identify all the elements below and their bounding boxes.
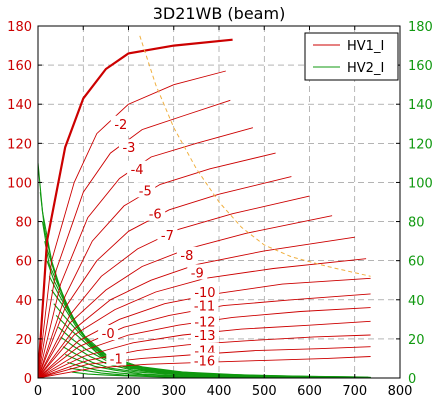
x-tick-label: 800	[388, 384, 413, 399]
y-tick-label-left: 160	[7, 59, 32, 74]
hv1-curve	[38, 258, 367, 378]
curve-label: -7	[161, 229, 174, 244]
x-tick-label: 700	[342, 384, 367, 399]
legend-box	[304, 32, 399, 81]
curve-label: -3	[122, 141, 135, 156]
curve-label: -9	[191, 266, 204, 281]
curve-label: -10	[194, 286, 215, 301]
y-tick-label-left: 80	[15, 216, 32, 231]
y-tick-label-right: 100	[408, 176, 433, 191]
hv1-curve	[38, 215, 333, 378]
hv1-curve	[38, 70, 226, 378]
curve-label-bg	[118, 139, 139, 155]
hv1-curve	[38, 320, 371, 378]
hv1-curve	[38, 195, 310, 378]
x-tick-label: 400	[207, 384, 232, 399]
y-tick-label-left: 140	[7, 98, 32, 113]
y-tick-label-left: 180	[7, 20, 32, 35]
curve-label-bg	[190, 352, 219, 368]
y-tick-label-right: 60	[408, 255, 425, 270]
curve-label-bg	[145, 205, 166, 221]
curve-label: -12	[194, 315, 215, 330]
load-line	[139, 35, 371, 277]
curve-label: -8	[180, 249, 193, 264]
y-tick-label-left: 60	[15, 255, 32, 270]
x-tick-label: 0	[34, 384, 42, 399]
curve-label-bg	[110, 115, 131, 131]
curve-label-bg	[190, 283, 219, 299]
y-tick-label-right: 0	[408, 372, 416, 387]
x-tick-label: 300	[161, 384, 186, 399]
curve-label-bg	[157, 227, 178, 243]
y-tick-label-right: 40	[408, 294, 425, 309]
hv1-curve	[38, 127, 254, 378]
load-line-path	[139, 35, 371, 277]
y-tick-label-right: 140	[408, 98, 433, 113]
curve-label-bg	[176, 246, 197, 262]
hv1-curve	[38, 38, 233, 378]
curve-label-bg	[106, 350, 127, 366]
hv1-curve	[38, 277, 371, 378]
curve-label: -4	[131, 163, 144, 178]
x-tick-label: 500	[252, 384, 277, 399]
curve-label-bg	[190, 326, 219, 342]
hv1-curve	[38, 334, 371, 378]
x-tick-label: 600	[297, 384, 322, 399]
y-tick-label-right: 160	[408, 59, 433, 74]
hv1-curves	[38, 38, 371, 378]
curve-labels: -0-1-2-3-4-5-6-7-8-9-10-11-12-13-14-16	[98, 115, 219, 369]
curve-label-bg	[190, 313, 219, 329]
y-tick-label-right: 180	[408, 20, 433, 35]
legend-hv1-label: HV1_I	[347, 39, 384, 54]
y-tick-label-right: 120	[408, 137, 433, 152]
curve-label-bg	[98, 325, 119, 341]
curve-label: -2	[114, 118, 127, 133]
y-tick-label-right: 20	[408, 333, 425, 348]
legend: HV1_I HV2_I	[304, 32, 399, 81]
chart-title: 3D21WB (beam)	[153, 4, 286, 23]
curve-label: -5	[139, 184, 152, 199]
hv1-curve	[38, 293, 371, 378]
legend-hv2-label: HV2_I	[347, 61, 384, 76]
curve-label: -0	[102, 327, 115, 342]
y-tick-label-left: 40	[15, 294, 32, 309]
curve-label-bg	[190, 297, 219, 313]
hv1-curve	[38, 176, 292, 378]
hv1-curve	[38, 152, 276, 378]
curve-label: -11	[194, 300, 215, 315]
hv1-curve	[38, 99, 231, 378]
curve-label: -16	[194, 354, 215, 369]
curve-label: -6	[149, 208, 162, 223]
y-tick-label-left: 100	[7, 176, 32, 191]
curve-label-bg	[127, 160, 148, 176]
hv1-curve	[38, 236, 355, 378]
x-tick-label: 200	[116, 384, 141, 399]
hv1-curve	[38, 307, 371, 378]
curve-label: -1	[110, 352, 123, 367]
curve-label: -13	[194, 329, 215, 344]
y-tick-label-left: 120	[7, 137, 32, 152]
curve-label-bg	[135, 182, 156, 198]
x-tick-label: 100	[71, 384, 96, 399]
curve-label-bg	[187, 264, 208, 280]
y-tick-label-left: 20	[15, 333, 32, 348]
y-tick-label-right: 80	[408, 216, 425, 231]
y-tick-label-left: 0	[24, 372, 32, 387]
